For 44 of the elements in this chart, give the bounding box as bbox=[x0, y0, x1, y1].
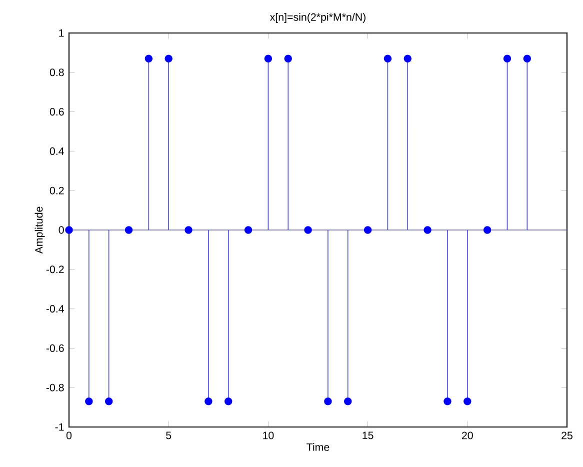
point bbox=[444, 398, 452, 406]
point bbox=[184, 226, 192, 234]
x-tick-label: 25 bbox=[562, 432, 572, 440]
point bbox=[204, 398, 212, 406]
point bbox=[224, 398, 232, 406]
point bbox=[404, 54, 412, 62]
point bbox=[503, 54, 512, 62]
point bbox=[85, 398, 93, 406]
point bbox=[523, 54, 532, 62]
y-tick-label: 0.2 bbox=[50, 186, 64, 194]
y-axis-title: Amplitude bbox=[34, 206, 45, 254]
point bbox=[304, 226, 312, 234]
y-tick-label: 0.4 bbox=[50, 147, 64, 155]
point bbox=[464, 398, 472, 406]
chart-title: x[n]=sin(2*pi*M*n/N) bbox=[270, 13, 366, 23]
y-tick-label: -0.6 bbox=[46, 344, 64, 352]
x-tick-label: 0 bbox=[66, 432, 72, 440]
point bbox=[324, 398, 332, 406]
point bbox=[164, 54, 172, 62]
y-tick-label: 0.6 bbox=[50, 108, 64, 116]
point bbox=[483, 226, 492, 234]
x-tick-label: 5 bbox=[166, 432, 172, 440]
y-tick-label: -0.2 bbox=[46, 266, 64, 274]
point bbox=[284, 54, 292, 62]
x-axis-title: Time bbox=[306, 443, 330, 451]
point bbox=[244, 226, 252, 234]
point bbox=[424, 226, 432, 234]
y-tick-label: 0.8 bbox=[50, 68, 64, 76]
x-tick-label: 20 bbox=[462, 432, 473, 440]
point bbox=[144, 54, 153, 62]
y-tick-label: -0.8 bbox=[46, 384, 64, 392]
x-tick-label: 10 bbox=[263, 432, 274, 440]
x-tick-label: 15 bbox=[362, 432, 374, 440]
y-tick-label: -1 bbox=[55, 423, 64, 431]
point bbox=[104, 398, 113, 406]
point bbox=[65, 226, 73, 234]
point bbox=[364, 226, 372, 234]
point bbox=[344, 398, 352, 406]
y-tick-label: 1 bbox=[59, 29, 64, 37]
y-tick-label: 0 bbox=[58, 226, 64, 234]
point bbox=[264, 54, 272, 62]
point bbox=[124, 226, 133, 234]
point bbox=[384, 54, 392, 62]
y-tick-label: -0.4 bbox=[46, 305, 64, 313]
